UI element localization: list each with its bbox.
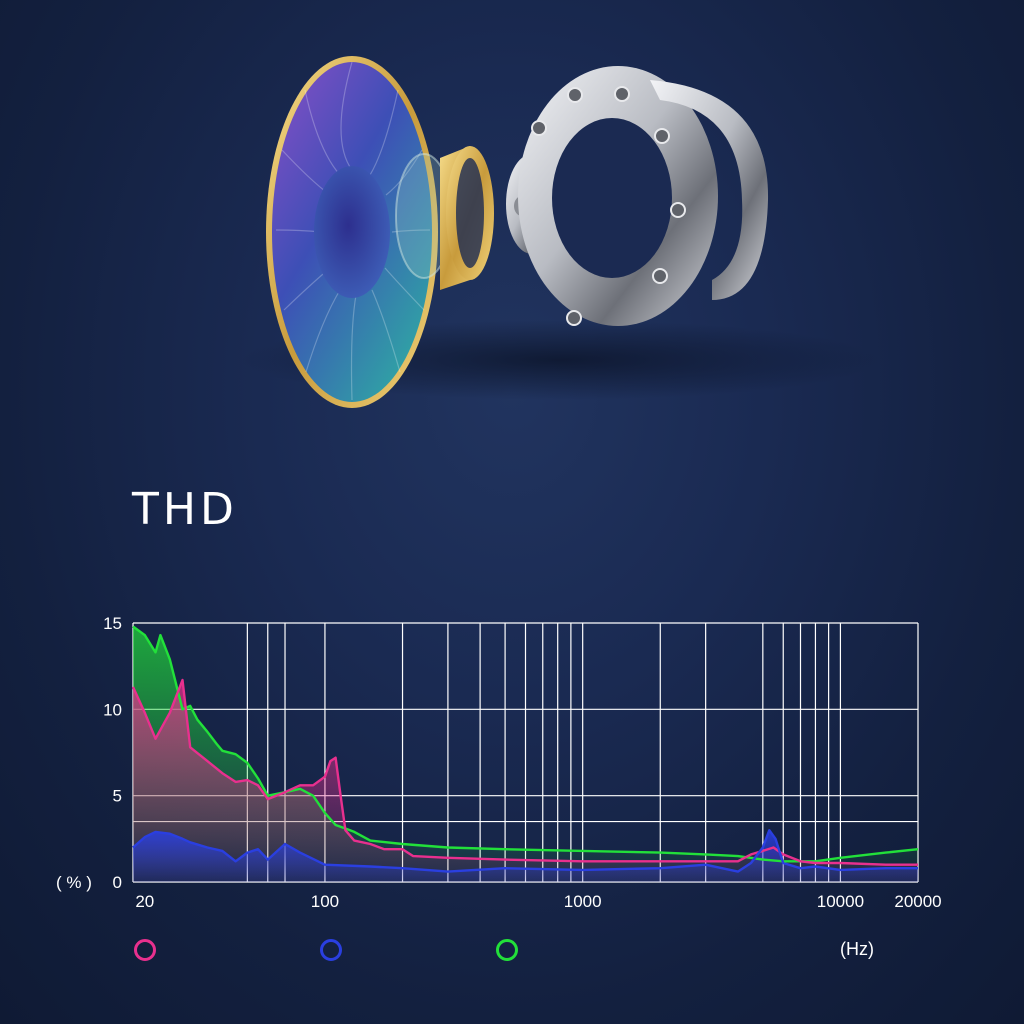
x-tick-label: 10000 (817, 892, 864, 911)
x-unit-label: (Hz) (840, 939, 874, 959)
series-lines (131, 625, 919, 873)
x-tick-label: 100 (311, 892, 339, 911)
series-area-pink (133, 680, 918, 882)
y-tick-label: 0 (113, 873, 122, 892)
x-tick-label: 20 (135, 892, 154, 911)
tick-labels: 20 100 1000 10000 20000 15 10 5 0 (103, 614, 942, 911)
thd-chart: 20 100 1000 10000 20000 15 10 5 0 (103, 614, 942, 911)
x-tick-label: 1000 (564, 892, 602, 911)
y-unit-label: ( % ) (56, 873, 92, 892)
magnet-plate (518, 66, 718, 326)
diaphragm-cone (266, 56, 438, 408)
legend-marker-pink (134, 939, 156, 961)
series-line-green (132, 625, 919, 863)
series-line-pink (131, 678, 918, 866)
chart-title: THD (132, 484, 238, 535)
legend-marker-blue (320, 939, 342, 961)
rear-housing (650, 80, 769, 300)
series-line-blue (132, 829, 918, 873)
y-tick-label: 10 (103, 700, 122, 719)
x-tick-label: 20000 (894, 892, 941, 911)
legend-marker-green (496, 939, 518, 961)
voice-coil (440, 146, 494, 290)
y-tick-label: 15 (103, 614, 122, 633)
y-tick-label: 5 (113, 787, 122, 806)
driver-illustration (240, 56, 880, 408)
